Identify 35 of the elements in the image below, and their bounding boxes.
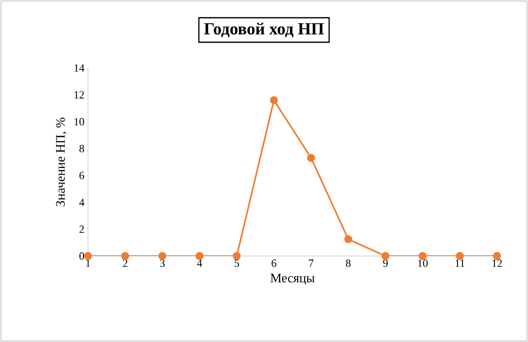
y-tick-label: 6	[79, 172, 84, 180]
x-tick-label: 11	[456, 260, 464, 267]
point	[418, 252, 427, 260]
y-tick-label: 8	[79, 144, 84, 152]
x-tick-label: 12	[492, 260, 502, 267]
point	[84, 252, 92, 260]
point	[232, 252, 241, 260]
x-tick-label: 10	[418, 260, 428, 267]
x-tick-label: 5	[234, 260, 240, 267]
point	[121, 252, 130, 260]
point	[456, 252, 464, 260]
x-tick-label: 2	[122, 260, 128, 267]
x-tick-label: 6	[272, 260, 276, 267]
x-tick-label: 9	[383, 260, 388, 267]
point	[344, 235, 352, 244]
y-tick-label: 12	[74, 91, 84, 98]
point	[270, 96, 278, 104]
y-tick-label: 2	[79, 226, 84, 233]
point	[196, 252, 204, 260]
y-axis-title: Значение НП, %	[56, 118, 67, 206]
point	[381, 252, 390, 260]
point	[307, 154, 316, 162]
chart-title: Годовой ход НП	[204, 22, 324, 38]
y-tick-label: 10	[74, 118, 84, 126]
point	[493, 252, 501, 260]
x-tick-label: 7	[309, 260, 314, 267]
x-tick-label: 8	[346, 260, 351, 267]
x-tick-label: 3	[160, 260, 165, 267]
x-tick-label: 1	[86, 260, 90, 267]
x-tick-label: 4	[197, 260, 202, 267]
x-axis-title: Месяцы	[270, 274, 315, 285]
y-tick-label: 4	[79, 198, 84, 206]
y-tick-label: 14	[74, 64, 84, 72]
y-tick-label: 0	[79, 252, 84, 260]
point	[158, 252, 166, 260]
